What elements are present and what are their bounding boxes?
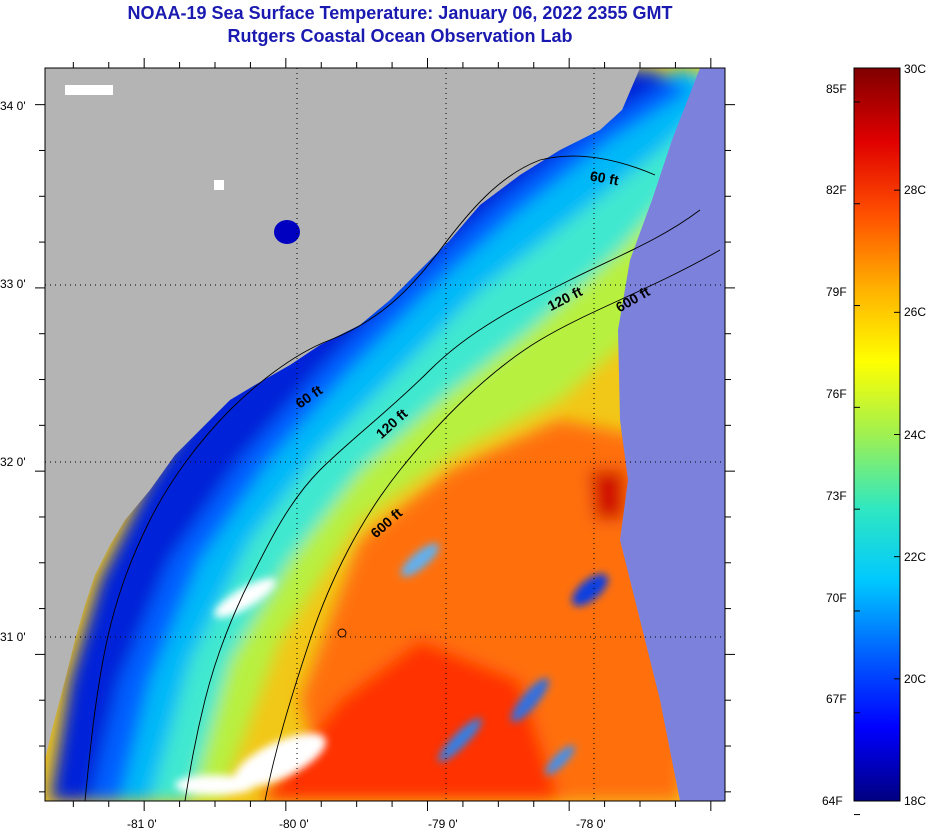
cold-filaments (400, 543, 609, 775)
lon-tick-label: -78 0' (576, 817, 606, 831)
colorbar-fahrenheit-label: 67F (826, 692, 847, 706)
colorbar-fahrenheit-label: 70F (826, 591, 847, 605)
colorbar (853, 67, 901, 802)
colorbar-celsius-label: 26C (904, 305, 927, 319)
colorbar-celsius-label: 30C (904, 62, 927, 76)
colorbar-fahrenheit-label: 73F (826, 489, 847, 503)
colorbar-ticks (854, 67, 900, 816)
colorbar-fahrenheit-label: 76F (826, 387, 847, 401)
lat-tick-label: 33 0' (0, 277, 26, 291)
map-panel (45, 68, 725, 801)
lon-tick-label: -81 0' (127, 817, 157, 831)
colorbar-celsius-label: 20C (904, 672, 927, 686)
land-cloud-patch (65, 85, 113, 95)
contour-600ft (264, 249, 721, 801)
coastal-clouds (175, 578, 326, 795)
inland-lake (274, 220, 300, 244)
land-area (45, 68, 640, 760)
lat-tick-label: 31 0' (0, 630, 26, 644)
map-title: NOAA-19 Sea Surface Temperature: January… (127, 3, 673, 23)
contour-120ft (184, 209, 701, 801)
lon-tick-label: -79 0' (428, 817, 458, 831)
map-subtitle: Rutgers Coastal Ocean Observation Lab (227, 26, 573, 46)
lat-lon-grid (45, 68, 725, 801)
contour-label: 60 ft (589, 168, 620, 189)
colorbar-fahrenheit-label: 85F (826, 82, 847, 96)
colorbar-celsius-label: 28C (904, 183, 927, 197)
colorbar-fahrenheit-label: 79F (826, 285, 847, 299)
lon-tick-label: -80 0' (279, 817, 309, 831)
land-cloud-patch (214, 180, 224, 190)
colorbar-fahrenheit-label: 82F (826, 183, 847, 197)
sst-field (50, 68, 725, 801)
contour-60ft (84, 155, 656, 801)
lat-tick-label: 32 0' (0, 455, 26, 469)
colorbar-celsius-label: 24C (904, 428, 927, 442)
colorbar-celsius-label: 18C (904, 794, 927, 808)
seamount-contour (337, 628, 347, 638)
map-frame (44, 67, 726, 802)
axis-ticks (35, 58, 735, 811)
colorbar-celsius-label: 22C (904, 550, 927, 564)
colorbar-fahrenheit-label: 64F (822, 794, 843, 808)
lat-tick-label: 34 0' (0, 99, 26, 113)
